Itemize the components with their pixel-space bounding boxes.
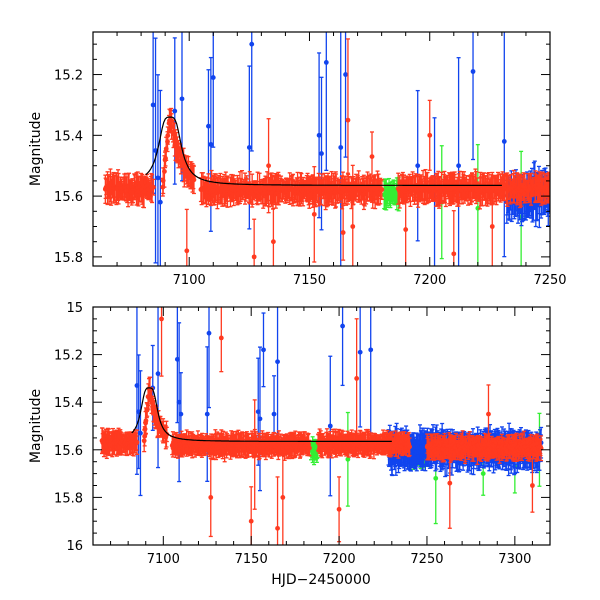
top-y-tick-label: 15.4 <box>54 129 83 144</box>
bottom-plot-area <box>99 307 544 545</box>
bottom-x-tick-label: 7250 <box>410 552 443 567</box>
bottom-blue-point <box>368 307 374 434</box>
top-blue-point <box>338 32 344 266</box>
bottom-ticks: 7100 7150 7200 7250 7300 15 15.2 15.4 15.6 15.8 16 <box>54 301 551 567</box>
top-y-tick-label: 15.6 <box>54 190 83 205</box>
bottom-x-axis-title: HJD−2450000 <box>271 572 371 588</box>
bottom-model-curve <box>131 387 392 442</box>
bottom-red-point <box>486 384 491 444</box>
top-red-point <box>379 179 385 201</box>
bottom-red-point <box>208 457 214 538</box>
top-y-axis-title: Magnitude <box>28 112 44 186</box>
top-blue-point <box>323 32 329 172</box>
top-red-point <box>251 218 257 266</box>
bottom-red-point <box>134 429 140 455</box>
bottom-red-point <box>538 435 544 462</box>
top-red-point <box>427 99 433 171</box>
bottom-blue-point <box>327 355 333 497</box>
bottom-blue-point <box>357 307 363 428</box>
bottom-red-point <box>275 476 280 545</box>
top-y-tick-label: 15.2 <box>54 69 83 84</box>
bottom-y-tick-label: 15 <box>66 301 83 316</box>
top-blue-point <box>456 57 461 266</box>
bottom-red-point <box>164 426 170 443</box>
top-blue-point <box>157 89 163 266</box>
top-red-point <box>311 166 317 263</box>
bottom-blue-point <box>261 312 266 388</box>
top-red-point <box>266 118 271 214</box>
top-red-point <box>489 171 495 266</box>
top-data-layer <box>102 32 550 266</box>
bottom-y-tick-label: 16 <box>66 539 83 554</box>
bottom-red-point <box>159 307 164 377</box>
bottom-red-point <box>252 399 258 510</box>
top-red-point <box>340 204 346 261</box>
top-red-point <box>369 131 375 182</box>
top-red-point <box>270 207 276 266</box>
top-plot-frame <box>92 31 551 267</box>
top-ticks: 7100 7150 7200 7250 15.2 15.4 15.6 15.8 <box>54 32 567 288</box>
bottom-data-layer <box>99 307 544 545</box>
top-red-point <box>451 210 457 266</box>
bottom-red-point <box>218 307 224 373</box>
bottom-blue-point <box>138 370 143 497</box>
top-blue-point <box>343 32 348 158</box>
bottom-y-tick-label: 15.6 <box>54 444 83 459</box>
bottom-red-point <box>447 437 453 529</box>
bottom-red-point <box>530 458 535 513</box>
bottom-y-tick-label: 15.4 <box>54 396 83 411</box>
top-x-tick-label: 7150 <box>293 273 326 288</box>
top-blue-point <box>501 32 507 258</box>
top-model-curve <box>145 116 502 186</box>
bottom-y-axis-title: Magnitude <box>28 389 44 463</box>
bottom-green-point <box>345 411 351 507</box>
top-blue-point <box>470 32 476 161</box>
bottom-red-point <box>280 448 286 545</box>
bottom-x-tick-label: 7300 <box>498 552 531 567</box>
bottom-red-point <box>407 437 413 457</box>
top-red-point <box>403 191 409 266</box>
bottom-blue-point <box>155 307 161 469</box>
top-red-point <box>191 165 197 195</box>
bottom-x-tick-label: 7150 <box>235 552 268 567</box>
top-blue-point <box>415 89 421 242</box>
bottom-x-tick-label: 7100 <box>147 552 180 567</box>
top-blue-point <box>206 69 211 184</box>
bottom-red-point <box>163 425 169 450</box>
top-x-tick-label: 7100 <box>173 273 206 288</box>
top-blue-point <box>319 76 324 231</box>
top-blue-point <box>155 74 161 266</box>
top-plot-area <box>102 32 550 266</box>
top-y-tick-label: 15.8 <box>54 251 83 266</box>
top-red-point <box>345 38 351 202</box>
bottom-y-tick-label: 15.8 <box>54 491 83 506</box>
bottom-blue-point <box>257 346 263 492</box>
top-x-tick-label: 7250 <box>533 273 566 288</box>
top-x-tick-label: 7200 <box>413 273 446 288</box>
bottom-panel: 7100 7150 7200 7250 7300 15 15.2 15.4 15.6 15.8 16… <box>28 301 551 588</box>
bottom-red-point <box>354 318 360 439</box>
bottom-blue-point <box>340 307 345 387</box>
bottom-red-point <box>307 439 312 457</box>
top-blue-point <box>210 32 216 148</box>
bottom-red-point <box>336 476 342 543</box>
top-panel: 7100 7150 7200 7250 15.2 15.4 15.6 15.8 Magnitu… <box>28 31 567 288</box>
top-red-point <box>151 178 156 196</box>
bottom-blue-point <box>206 307 212 409</box>
top-blue-point <box>249 32 255 152</box>
bottom-blue-point <box>204 346 210 482</box>
top-red-point <box>184 208 190 266</box>
bottom-y-tick-label: 15.2 <box>54 349 83 364</box>
bottom-x-tick-label: 7200 <box>323 552 356 567</box>
